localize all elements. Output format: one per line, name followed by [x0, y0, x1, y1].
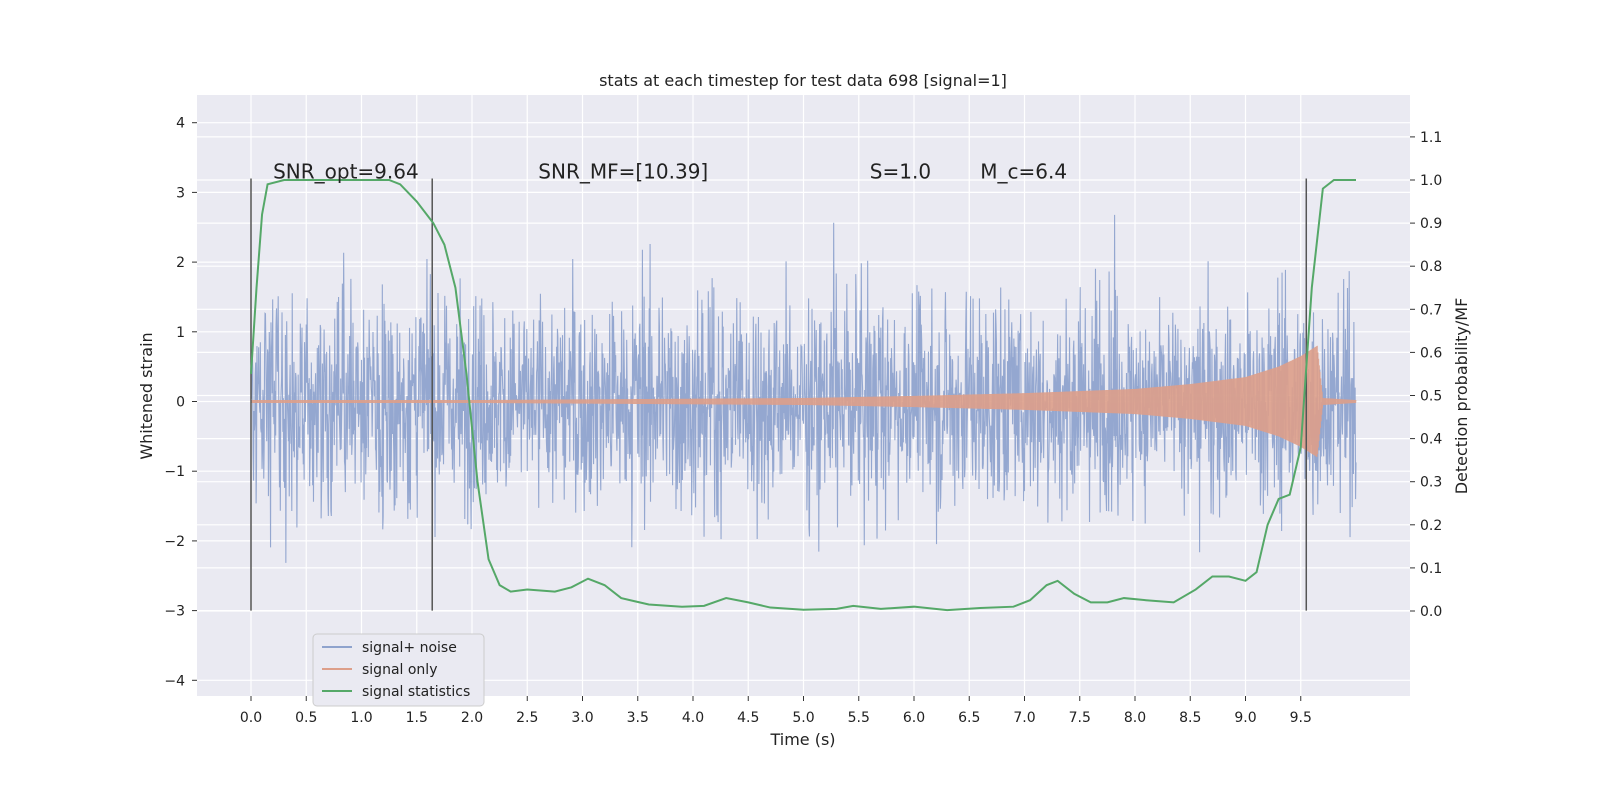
x-tick-label: 8.0	[1124, 710, 1146, 726]
x-tick-label: 6.0	[903, 710, 925, 726]
signal-statistics-series	[250, 179, 1356, 612]
x-tick-label: 7.0	[1013, 710, 1035, 726]
legend-label-stats: signal statistics	[362, 684, 470, 700]
y-right-axis-ticks: 1.1 1.0 0.9 0.8 0.7 0.6 0.5 0.4 0.3 0.2 0.1 0.0	[1410, 130, 1442, 620]
y-left-axis-label: Whitened strain	[137, 332, 156, 459]
x-tick-label: 5.0	[792, 710, 814, 726]
x-axis-label: Time (s)	[769, 730, 835, 749]
legend: signal+ noise signal only signal statist…	[312, 633, 485, 707]
x-tick-label: 2.0	[461, 710, 483, 726]
y-left-tick-label: 0	[176, 395, 185, 411]
y-left-tick-label: 1	[176, 325, 185, 341]
y-left-tick-label: 2	[176, 255, 185, 271]
y-left-tick-label: −2	[164, 534, 185, 550]
y-right-tick-label: 0.0	[1420, 604, 1442, 620]
vertical-markers	[250, 178, 1308, 611]
x-tick-label: 4.5	[737, 710, 759, 726]
y-right-tick-label: 0.6	[1420, 345, 1442, 361]
signal-only-line	[250, 345, 1357, 458]
y-left-tick-label: 4	[176, 116, 185, 132]
y-right-tick-label: 0.8	[1420, 259, 1442, 275]
x-tick-label: 0.5	[295, 710, 317, 726]
legend-box	[312, 633, 485, 707]
annotation-text: M_c=6.4	[980, 159, 1067, 183]
y-left-tick-label: −1	[164, 464, 185, 480]
y-right-tick-label: 0.2	[1420, 518, 1442, 534]
x-tick-label: 9.5	[1290, 710, 1312, 726]
x-tick-label: 1.5	[406, 710, 428, 726]
x-tick-label: 0.0	[240, 710, 262, 726]
x-tick-label: 4.0	[682, 710, 704, 726]
legend-label-signal: signal only	[362, 662, 437, 678]
annotations: SNR_opt=9.64 SNR_MF=[10.39] S=1.0 M_c=6.4	[273, 159, 1067, 183]
annotation-text: S=1.0	[870, 159, 931, 183]
x-tick-label: 2.5	[516, 710, 538, 726]
y-left-tick-label: 3	[176, 185, 185, 201]
y-right-tick-label: 0.9	[1420, 216, 1442, 232]
x-tick-label: 7.5	[1069, 710, 1091, 726]
y-right-tick-label: 0.4	[1420, 432, 1442, 448]
y-right-tick-label: 0.1	[1420, 561, 1442, 577]
x-tick-label: 3.0	[571, 710, 593, 726]
y-right-tick-label: 0.5	[1420, 389, 1442, 405]
legend-label-noise: signal+ noise	[362, 640, 457, 656]
y-left-tick-label: −3	[164, 604, 185, 620]
chart-title: stats at each timestep for test data 698…	[599, 71, 1007, 90]
y-left-axis-ticks: 4 3 2 1 0 −1 −2 −3 −4	[164, 116, 197, 689]
x-tick-label: 6.5	[958, 710, 980, 726]
y-left-tick-label: −4	[164, 673, 185, 689]
y-right-axis-label: Detection probability/MF	[1452, 298, 1471, 495]
x-tick-label: 3.5	[627, 710, 649, 726]
y-right-tick-label: 1.0	[1420, 173, 1442, 189]
x-tick-label: 8.5	[1179, 710, 1201, 726]
x-axis-ticks: 0.0 0.5 1.0 1.5 2.0 2.5 3.0 3.5 4.0 4.5 5.0 5.5 6.0 6…	[240, 696, 1312, 726]
annotation-text: SNR_opt=9.64	[273, 159, 419, 183]
x-tick-label: 1.0	[350, 710, 372, 726]
y-right-tick-label: 1.1	[1420, 130, 1442, 146]
x-tick-label: 5.5	[848, 710, 870, 726]
annotation-text: SNR_MF=[10.39]	[538, 159, 708, 183]
y-right-tick-label: 0.7	[1420, 302, 1442, 318]
x-tick-label: 9.0	[1234, 710, 1256, 726]
signal-statistics-line	[250, 179, 1356, 612]
y-right-tick-label: 0.3	[1420, 475, 1442, 491]
signal-only-series	[250, 345, 1357, 458]
